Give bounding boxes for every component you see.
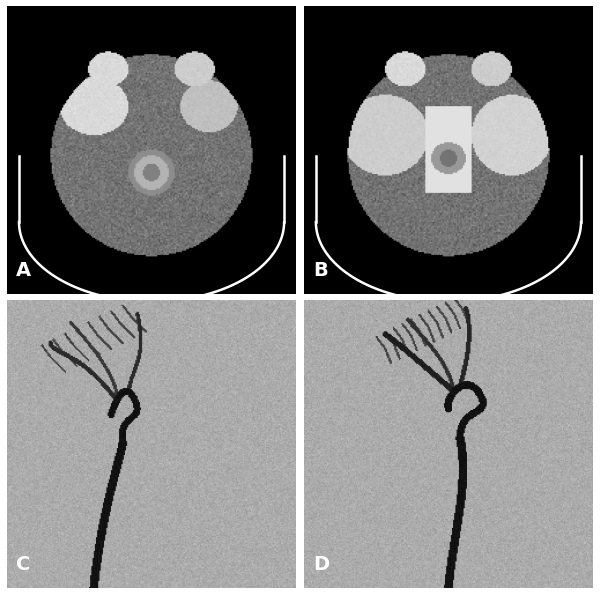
Text: B: B [313,261,328,280]
Text: C: C [16,555,31,574]
Ellipse shape [34,37,269,274]
Text: D: D [313,555,329,574]
Ellipse shape [50,55,253,257]
Ellipse shape [347,55,550,257]
Text: A: A [16,261,31,280]
Ellipse shape [331,37,566,274]
